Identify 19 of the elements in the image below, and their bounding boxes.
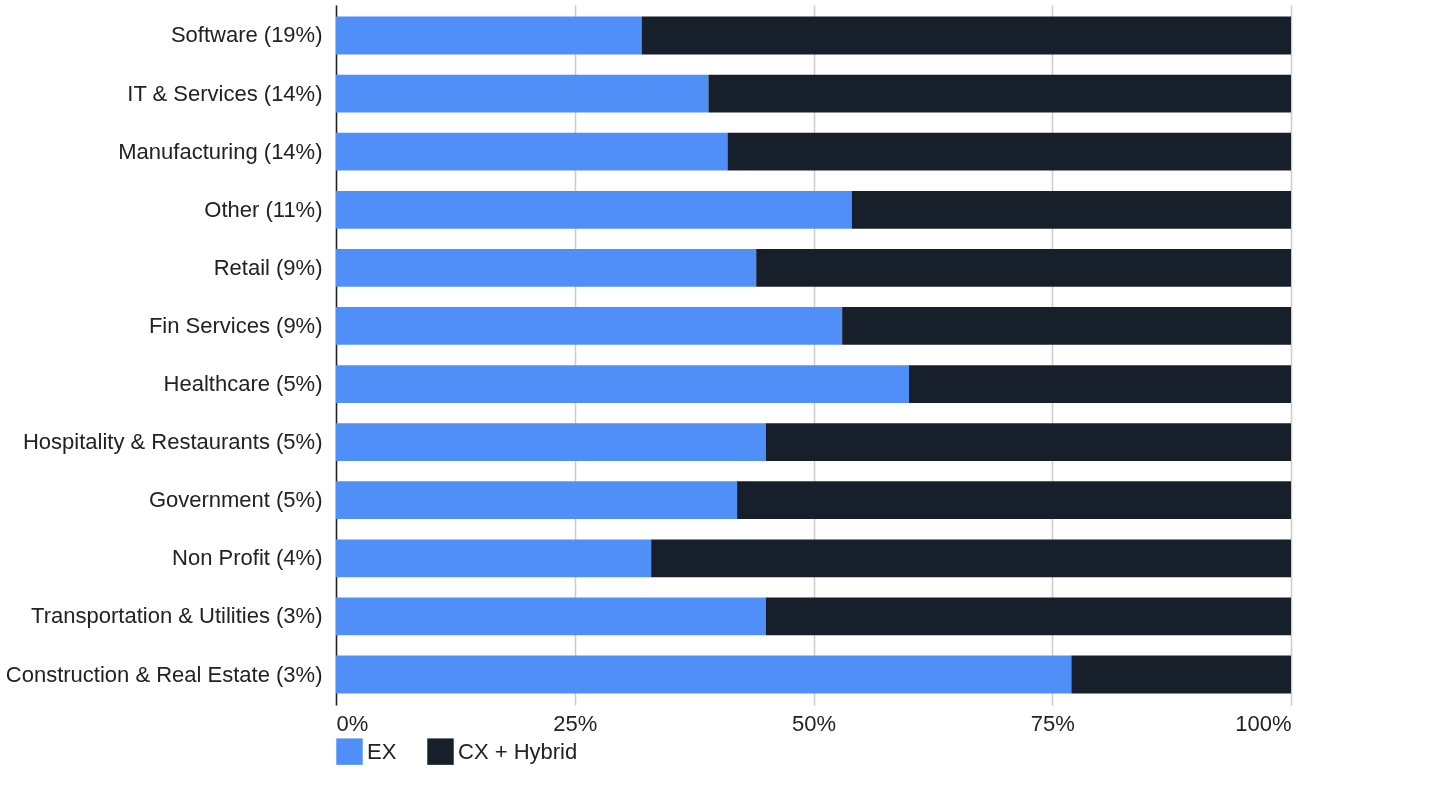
legend-label: EX	[367, 738, 397, 764]
x-tick-label: 0%	[336, 710, 369, 736]
y-tick-label: IT & Services (14%)	[127, 80, 323, 106]
x-tick-label: 75%	[1030, 710, 1075, 736]
y-tick-label: Other (11%)	[204, 196, 323, 222]
x-tick-label: 25%	[553, 710, 598, 736]
x-tick-label: 100%	[1235, 710, 1292, 736]
y-tick-label: Software (19%)	[170, 22, 323, 48]
y-tick-label: Non Profit (4%)	[172, 545, 323, 571]
y-tick-label: Government (5%)	[148, 487, 323, 513]
x-tick-label: 50%	[791, 710, 837, 736]
y-tick-label: Transportation & Utilities (3%)	[31, 603, 323, 629]
y-tick-label: Retail (9%)	[213, 254, 323, 280]
y-tick-label: Construction & Real Estate (3%)	[5, 661, 323, 687]
y-tick-label: Healthcare (5%)	[163, 371, 323, 397]
y-tick-label: Fin Services (9%)	[148, 312, 323, 338]
y-tick-label: Hospitality & Restaurants (5%)	[22, 429, 323, 455]
y-tick-label: Manufacturing (14%)	[118, 138, 323, 164]
legend-label: CX + Hybrid	[458, 738, 578, 764]
